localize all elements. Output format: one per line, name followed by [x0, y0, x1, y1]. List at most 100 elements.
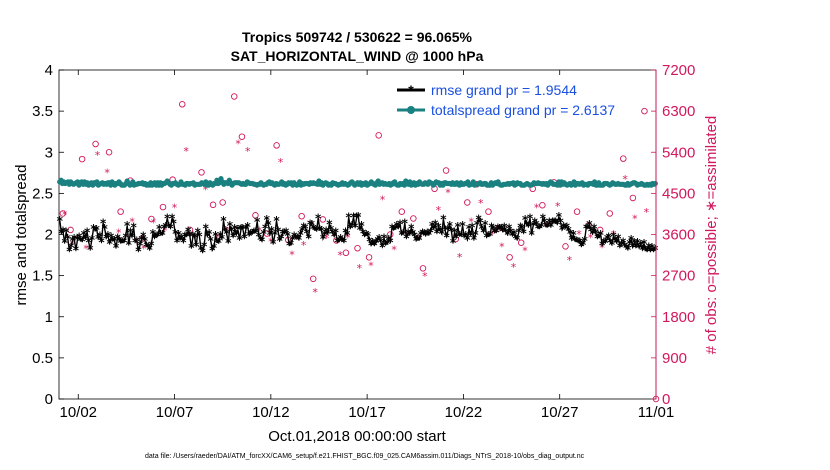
- rmse-point: *: [318, 224, 325, 238]
- obs-count-layer: ** ************************** **** ********…: [59, 93, 660, 403]
- rmse-point: *: [248, 227, 255, 241]
- rmse-point: *: [641, 237, 648, 251]
- rmse-point: *: [177, 233, 184, 247]
- rmse-point: *: [358, 219, 365, 233]
- obs-possible-point: [148, 215, 155, 223]
- x-tick-label: 10/07: [156, 404, 194, 421]
- rmse-point: *: [623, 241, 630, 255]
- rmse-point: *: [116, 234, 123, 248]
- rmse-point: *: [315, 212, 322, 226]
- obs-possible-point: [319, 216, 327, 223]
- rmse-point: *: [240, 222, 247, 236]
- rmse-point: *: [501, 221, 508, 235]
- rmse-point: *: [129, 231, 136, 245]
- rmse-point: *: [426, 228, 433, 242]
- rmse-point: *: [185, 225, 192, 239]
- rmse-point: *: [65, 232, 72, 246]
- rmse-point: *: [360, 226, 367, 240]
- rmse-point: *: [334, 235, 341, 249]
- chart-title-line1: Tropics 509742 / 530622 = 96.065%: [242, 29, 473, 45]
- rmse-point: *: [456, 229, 463, 243]
- y-axis-left: 0 0.5 1 1.5 2 2.5 3 3.5 4: [32, 62, 64, 408]
- y-axis-right: 0 900 1800 2700 3600 4500 5400 6300 7200: [651, 62, 695, 408]
- rmse-point: *: [201, 240, 208, 254]
- rmse-point: *: [581, 234, 588, 248]
- rmse-point: *: [217, 229, 224, 243]
- rmse-point: *: [222, 224, 229, 238]
- obs-possible-point: [419, 265, 427, 272]
- obs-assimilated-point: *: [70, 238, 76, 251]
- rmse-point: *: [504, 228, 511, 242]
- obs-assimilated-point: *: [368, 260, 374, 273]
- rmse-point: *: [92, 224, 99, 238]
- rmse-point: *: [352, 221, 359, 235]
- obs-assimilated-point: *: [391, 244, 397, 257]
- obs-possible-point: [238, 133, 246, 140]
- rmse-point: *: [614, 236, 621, 250]
- rmse-point: *: [304, 226, 311, 240]
- rmse-point: *: [288, 238, 295, 252]
- rmse-point: *: [320, 232, 327, 246]
- rmse-point: *: [424, 226, 431, 240]
- rmse-point: *: [474, 218, 481, 232]
- rmse-point: *: [188, 241, 195, 255]
- rmse-point: *: [87, 243, 94, 257]
- rmse-point: *: [365, 229, 372, 243]
- rmse-point: *: [549, 216, 556, 230]
- rmse-point: *: [437, 224, 444, 238]
- rmse-point: *: [514, 233, 521, 247]
- rmse-point: *: [199, 245, 206, 259]
- rmse-point: *: [71, 232, 78, 246]
- rmse-point: *: [540, 212, 547, 226]
- rmse-point: *: [493, 226, 500, 240]
- rmse-point: *: [546, 216, 553, 230]
- obs-assimilated-point: *: [599, 241, 605, 254]
- rmse-point: *: [233, 228, 240, 242]
- rmse-point: *: [572, 234, 579, 248]
- obs-assimilated-point: *: [83, 243, 89, 256]
- obs-possible-point: [562, 243, 569, 250]
- rmse-point: *: [472, 228, 479, 242]
- rmse-point: *: [631, 236, 638, 250]
- obs-assimilated-point: *: [183, 145, 189, 158]
- legend-rmse-label: rmse grand pr = 1.9544: [431, 82, 577, 98]
- rmse-point: *: [557, 216, 564, 230]
- obs-assimilated-point: *: [257, 224, 263, 237]
- rmse-point: *: [265, 218, 272, 232]
- rmse-point: *: [309, 218, 316, 232]
- rmse-point: *: [127, 226, 134, 240]
- x-tick-label: 10/27: [541, 404, 579, 421]
- rmse-point: *: [155, 230, 162, 244]
- obs-possible-point: [573, 208, 581, 215]
- rmse-point: *: [286, 239, 293, 253]
- y-left-tick-label: 1: [45, 309, 53, 326]
- obs-assimilated-point: *: [457, 251, 463, 264]
- rmse-point: *: [586, 218, 593, 232]
- rmse-point: *: [379, 240, 386, 254]
- obs-possible-point: [298, 212, 305, 220]
- rmse-point: *: [329, 226, 336, 240]
- rmse-point: *: [118, 236, 125, 250]
- rmse-point: *: [163, 220, 170, 234]
- rmse-point: *: [230, 231, 237, 245]
- rmse-point: *: [492, 226, 499, 240]
- rmse-point: *: [500, 225, 507, 239]
- obs-assimilated-point: *: [588, 231, 594, 244]
- obs-assimilated-point: *: [567, 254, 573, 267]
- rmse-point: *: [249, 227, 256, 241]
- rmse-point: *: [321, 228, 328, 242]
- rmse-point: *: [400, 227, 407, 241]
- rmse-point: *: [509, 229, 516, 243]
- rmse-point: *: [459, 219, 466, 233]
- obs-assimilated-point: *: [380, 193, 386, 206]
- rmse-point: *: [376, 232, 383, 246]
- rmse-point: *: [451, 226, 458, 240]
- rmse-point: *: [480, 226, 487, 240]
- rmse-point: *: [559, 223, 566, 237]
- rmse-point: *: [591, 221, 598, 235]
- rmse-point: *: [585, 221, 592, 235]
- rmse-point: *: [594, 231, 601, 245]
- rmse-point: *: [100, 217, 107, 231]
- rmse-point: *: [84, 226, 91, 240]
